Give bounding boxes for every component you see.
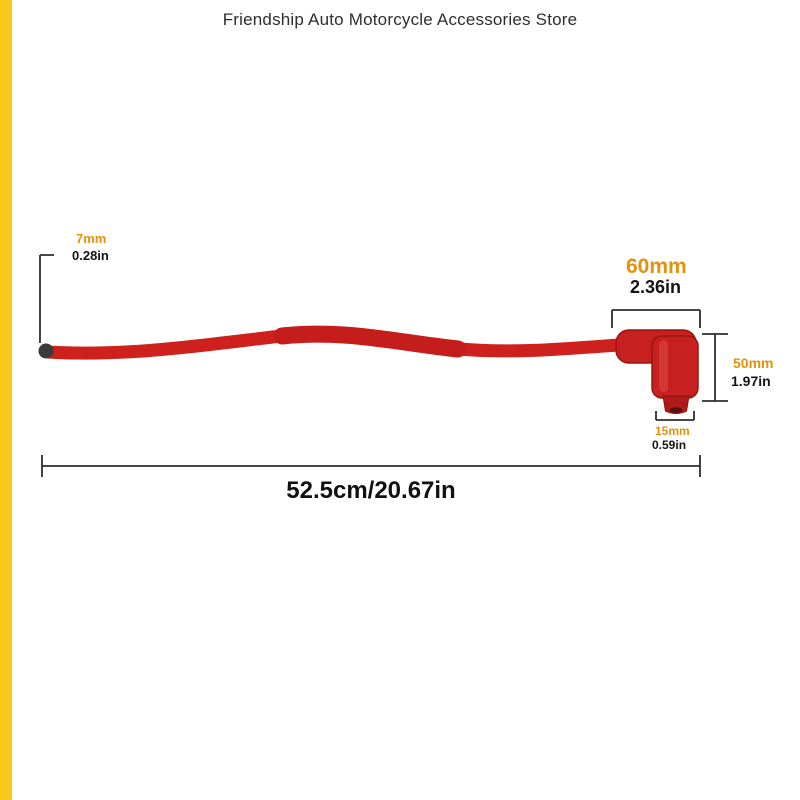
dim-line-cable-diameter: [39, 254, 54, 343]
label-tip-diameter-in: 0.59in: [652, 438, 687, 452]
dim-line-total-length: [41, 455, 701, 477]
dimension-lines: [39, 254, 728, 477]
cap-terminal-hole: [669, 407, 683, 413]
store-name-header: Friendship Auto Motorcycle Accessories S…: [222, 10, 578, 29]
label-total-length: 52.5cm/20.67in: [286, 477, 456, 504]
cap-highlight: [659, 340, 668, 392]
label-cap-height-in: 1.97in: [731, 373, 771, 389]
dim-line-cap-height: [702, 333, 728, 402]
label-cable-diameter-in: 0.28in: [72, 248, 109, 263]
spark-plug-cap: [615, 329, 699, 414]
label-cap-length-mm: 60mm: [626, 255, 687, 278]
cable-tip: [38, 343, 54, 359]
label-tip-diameter-mm: 15mm: [655, 424, 690, 438]
label-cable-diameter-mm: 7mm: [76, 231, 107, 246]
label-cap-length-in: 2.36in: [630, 277, 682, 297]
left-yellow-stripe: [0, 0, 12, 800]
label-cap-height-mm: 50mm: [733, 355, 774, 371]
dim-line-tip-diameter: [655, 411, 695, 421]
dim-line-cap-length: [611, 309, 701, 328]
cap-nipple: [662, 395, 690, 414]
cable-sleeve: [273, 325, 467, 358]
